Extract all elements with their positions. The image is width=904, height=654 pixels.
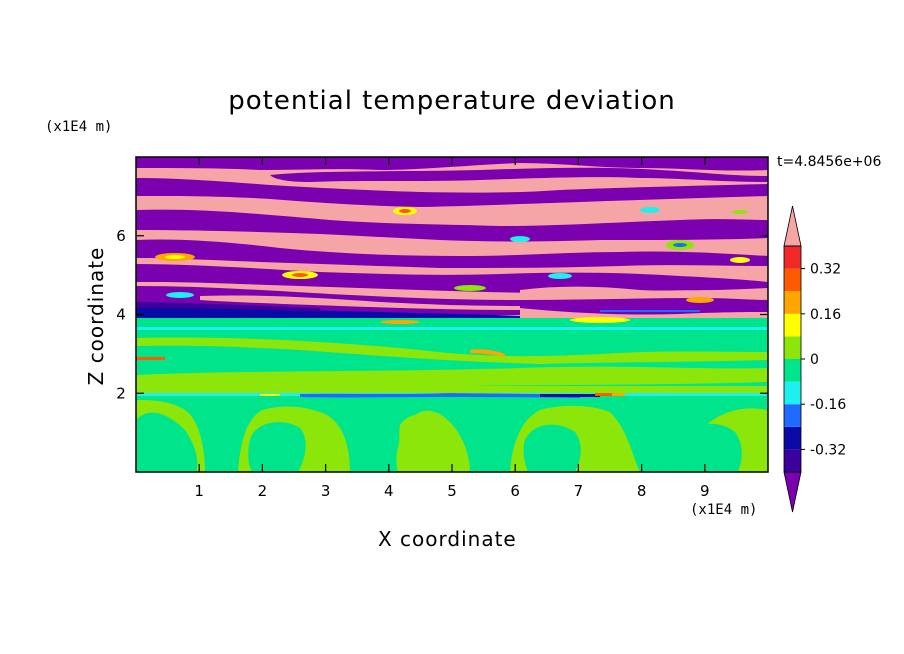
x-tick-label: 5 <box>447 482 457 500</box>
colorbar-swatch <box>784 291 801 314</box>
x-tick-label: 8 <box>637 482 647 500</box>
eddy <box>380 320 420 324</box>
eddy <box>165 255 185 259</box>
upper-band-purple <box>136 239 768 268</box>
x-tick-label: 4 <box>384 482 394 500</box>
eddy <box>686 297 714 303</box>
plume-region <box>678 423 742 472</box>
eddy <box>399 209 411 213</box>
cyan-line <box>136 327 768 330</box>
y-tick-label: 2 <box>116 384 126 402</box>
mid-layer-band <box>136 337 768 364</box>
colorbar-swatch <box>784 336 801 359</box>
x-tick-label: 3 <box>321 482 331 500</box>
x-unit-label: (x1E4 m) <box>690 502 758 518</box>
eddy <box>730 257 750 263</box>
eddy <box>292 273 308 277</box>
colorbar-label: 0.32 <box>810 262 841 278</box>
warm-streak <box>136 357 165 360</box>
x-tick-label: 9 <box>700 482 710 500</box>
colorbar-swatch <box>784 246 801 269</box>
warm-streak <box>595 393 615 396</box>
plume-region <box>523 424 581 472</box>
plume-region <box>399 414 439 472</box>
blue-band <box>136 302 320 312</box>
y-ticks: 2 4 6 <box>116 227 768 402</box>
y-tick-label: 6 <box>116 227 126 245</box>
x-tick-label: 2 <box>258 482 268 500</box>
colorbar-label: -0.32 <box>810 442 846 458</box>
pink-streak <box>200 295 520 310</box>
plume-region <box>136 395 768 472</box>
colorbar-extend-max <box>783 205 802 247</box>
eddy <box>510 236 530 242</box>
warm-streak <box>260 394 280 396</box>
heatmap-field <box>136 157 768 472</box>
x-ticks: 1 2 3 4 5 6 7 8 9 <box>194 157 710 500</box>
upper-band-purple <box>136 178 768 207</box>
dark-streak <box>540 394 600 397</box>
colorbar-label: 0.16 <box>810 307 841 323</box>
colorbar-swatch <box>784 381 801 405</box>
eddy <box>454 285 486 291</box>
plume-region <box>248 422 306 472</box>
y-tick-label: 4 <box>116 306 126 324</box>
upper-band-purple <box>136 264 768 293</box>
x-tick-label: 1 <box>194 482 204 500</box>
eddy <box>732 210 748 214</box>
colorbar-extend-min <box>783 471 802 513</box>
time-label: t=4.8456e+06 <box>777 154 882 170</box>
x-tick-label: 7 <box>574 482 584 500</box>
eddy <box>640 207 660 213</box>
colorbar-swatch <box>784 268 801 292</box>
pink-streak <box>520 286 768 296</box>
mid-layer-band <box>136 366 768 390</box>
eddies <box>155 207 750 324</box>
eddy <box>570 317 630 323</box>
dark-streak <box>300 393 580 398</box>
x-tick-label: 6 <box>510 482 520 500</box>
pink-streak <box>520 308 768 318</box>
warm-streak <box>612 393 625 396</box>
blue-band <box>600 310 700 312</box>
mid-layer <box>136 386 768 394</box>
colorbar-swatch <box>784 359 801 382</box>
colorbar-swatch <box>784 426 801 450</box>
y-unit-label: (x1E4 m) <box>45 119 113 135</box>
upper-band-purple <box>270 167 768 182</box>
colorbar-swatch <box>784 449 801 472</box>
colorbar-swatch <box>784 404 801 427</box>
chart-title: potential temperature deviation <box>228 86 676 116</box>
colorbar: 0.32 0.16 0 -0.16 -0.32 <box>783 205 846 513</box>
x-axis-label: X coordinate <box>378 527 517 551</box>
upper-band-purple <box>136 209 768 242</box>
eddy <box>166 292 194 298</box>
colorbar-label: 0 <box>810 352 819 368</box>
colorbar-label: -0.16 <box>810 397 846 413</box>
colorbar-swatch <box>784 313 801 337</box>
eddy <box>548 273 572 279</box>
eddy <box>673 243 687 247</box>
warm-streak <box>470 349 505 357</box>
